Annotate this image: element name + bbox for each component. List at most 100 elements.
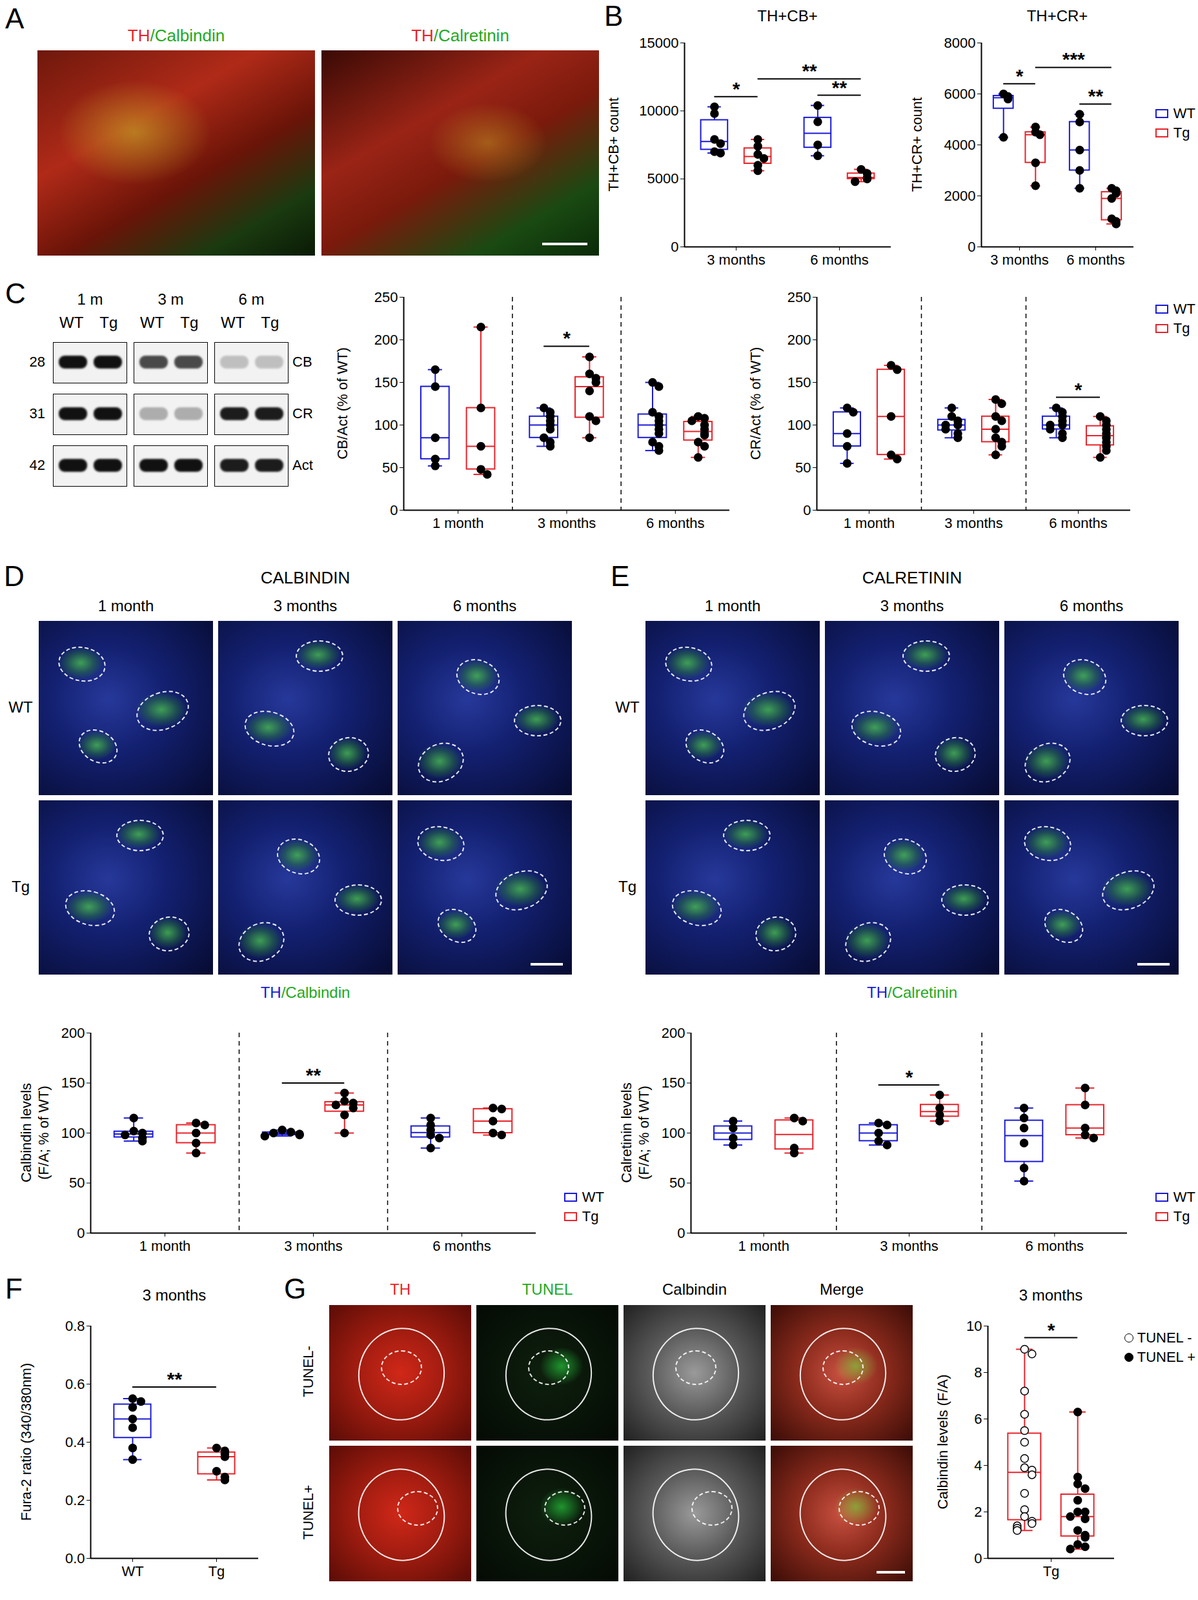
- svg-text:3 months: 3 months: [879, 1238, 939, 1255]
- html-text:B: B: [604, 0, 624, 32]
- svg-text:*: *: [1074, 378, 1083, 401]
- svg-text:TH+CR+ count: TH+CR+ count: [908, 97, 925, 193]
- svg-text:15000: 15000: [639, 34, 679, 51]
- html-text:TH /Calretinin: TH /Calretinin: [411, 25, 510, 46]
- svg-text:TH+CB+ count: TH+CB+ count: [605, 97, 622, 192]
- html-text:WT: WT: [59, 313, 84, 332]
- svg-text:Calbindin levels: Calbindin levels: [18, 1083, 35, 1183]
- html-text:C: C: [5, 277, 26, 310]
- svg-text:2: 2: [974, 1503, 982, 1521]
- svg-text:6 months: 6 months: [646, 515, 705, 532]
- svg-text:Tg: Tg: [208, 1563, 226, 1580]
- svg-text:**: **: [167, 1368, 183, 1390]
- html-text:A: A: [5, 2, 25, 35]
- html-text:G: G: [284, 1272, 307, 1305]
- svg-text:Calretinin levels: Calretinin levels: [618, 1082, 635, 1183]
- svg-text:10: 10: [966, 1318, 982, 1335]
- svg-text:10000: 10000: [639, 102, 679, 119]
- html-text:CALRETININ: CALRETININ: [862, 568, 962, 588]
- svg-text:**: **: [801, 60, 818, 82]
- svg-text:0: 0: [76, 1225, 85, 1242]
- svg-text:6000: 6000: [944, 85, 976, 102]
- svg-text:0.4: 0.4: [65, 1434, 86, 1451]
- svg-text:6 months: 6 months: [1066, 251, 1126, 268]
- html-text:TH /Calbindin: TH /Calbindin: [127, 25, 225, 46]
- svg-text:0: 0: [974, 1550, 982, 1567]
- html-text:D: D: [3, 560, 25, 592]
- svg-text:4000: 4000: [944, 136, 976, 153]
- svg-text:2000: 2000: [944, 187, 976, 204]
- svg-text:*: *: [732, 78, 741, 100]
- svg-text:0.8: 0.8: [65, 1318, 86, 1335]
- svg-text:*: *: [1015, 65, 1024, 87]
- svg-text:3 months: 3 months: [944, 515, 1004, 532]
- svg-text:100: 100: [787, 416, 812, 434]
- html-text:E: E: [610, 560, 630, 592]
- svg-text:50: 50: [795, 459, 811, 476]
- svg-text:100: 100: [661, 1125, 686, 1142]
- svg-text:6 months: 6 months: [432, 1238, 492, 1255]
- svg-text:**: **: [305, 1064, 322, 1086]
- svg-text:150: 150: [374, 374, 399, 391]
- svg-text:50: 50: [69, 1174, 85, 1191]
- svg-text:WT: WT: [121, 1563, 144, 1580]
- svg-text:4: 4: [974, 1457, 982, 1474]
- svg-text:(F/A; % of WT): (F/A; % of WT): [35, 1085, 52, 1180]
- svg-text:150: 150: [787, 374, 812, 391]
- html-text:CALBINDIN: CALBINDIN: [260, 568, 351, 588]
- html-text:WT: WT: [140, 313, 165, 332]
- svg-text:250: 250: [374, 289, 399, 306]
- html-text:Tg: Tg: [260, 313, 280, 332]
- svg-text:5000: 5000: [647, 170, 680, 187]
- svg-text:0: 0: [967, 238, 976, 255]
- svg-text:1 month: 1 month: [139, 1238, 192, 1255]
- svg-text:0: 0: [802, 502, 811, 519]
- svg-text:1 month: 1 month: [843, 515, 896, 532]
- svg-text:**: **: [1088, 85, 1104, 107]
- svg-text:200: 200: [787, 331, 812, 348]
- svg-text:150: 150: [61, 1074, 86, 1091]
- svg-text:3 months: 3 months: [990, 251, 1049, 268]
- svg-text:*: *: [562, 327, 571, 349]
- svg-text:3 months: 3 months: [284, 1238, 343, 1255]
- svg-text:Calbindin levels (F/A): Calbindin levels (F/A): [934, 1374, 951, 1510]
- svg-text:200: 200: [661, 1025, 686, 1042]
- svg-text:0.2: 0.2: [65, 1492, 86, 1509]
- svg-text:8000: 8000: [944, 34, 976, 51]
- svg-text:250: 250: [787, 289, 812, 306]
- svg-text:Tg: Tg: [1043, 1563, 1060, 1580]
- html-text:Tg: Tg: [180, 313, 199, 332]
- svg-text:0: 0: [677, 1225, 685, 1242]
- svg-text:*: *: [905, 1066, 914, 1088]
- svg-text:CB/Act (% of WT): CB/Act (% of WT): [334, 347, 351, 460]
- svg-text:50: 50: [669, 1174, 685, 1191]
- svg-text:100: 100: [374, 416, 399, 434]
- svg-text:0: 0: [670, 238, 679, 255]
- html-text:Tg: Tg: [99, 313, 118, 332]
- svg-text:(F/A; % of WT): (F/A; % of WT): [635, 1085, 652, 1180]
- svg-text:150: 150: [661, 1074, 686, 1091]
- svg-text:***: ***: [1062, 48, 1086, 70]
- svg-text:0: 0: [389, 502, 398, 519]
- svg-text:CR/Act (% of WT): CR/Act (% of WT): [747, 347, 764, 461]
- html-text:Tg: Tg: [11, 877, 30, 896]
- svg-text:6: 6: [974, 1411, 982, 1428]
- svg-text:200: 200: [374, 331, 399, 348]
- svg-text:100: 100: [61, 1125, 86, 1142]
- svg-text:8: 8: [974, 1364, 982, 1381]
- svg-text:Fura-2 ratio (340/380nm): Fura-2 ratio (340/380nm): [18, 1363, 35, 1522]
- svg-text:50: 50: [382, 459, 398, 476]
- html-text:WT: WT: [220, 313, 245, 332]
- svg-text:1 month: 1 month: [432, 515, 485, 532]
- svg-text:6 months: 6 months: [1048, 515, 1108, 532]
- svg-text:6 months: 6 months: [810, 251, 869, 268]
- svg-text:0.0: 0.0: [65, 1550, 86, 1567]
- svg-text:3 months: 3 months: [537, 515, 597, 532]
- svg-text:0.6: 0.6: [65, 1376, 86, 1393]
- svg-text:**: **: [832, 76, 848, 99]
- svg-text:200: 200: [61, 1025, 86, 1042]
- svg-text:3 months: 3 months: [706, 251, 766, 268]
- svg-text:6 months: 6 months: [1025, 1238, 1085, 1255]
- svg-text:*: *: [1047, 1319, 1056, 1341]
- svg-text:1 month: 1 month: [737, 1238, 790, 1255]
